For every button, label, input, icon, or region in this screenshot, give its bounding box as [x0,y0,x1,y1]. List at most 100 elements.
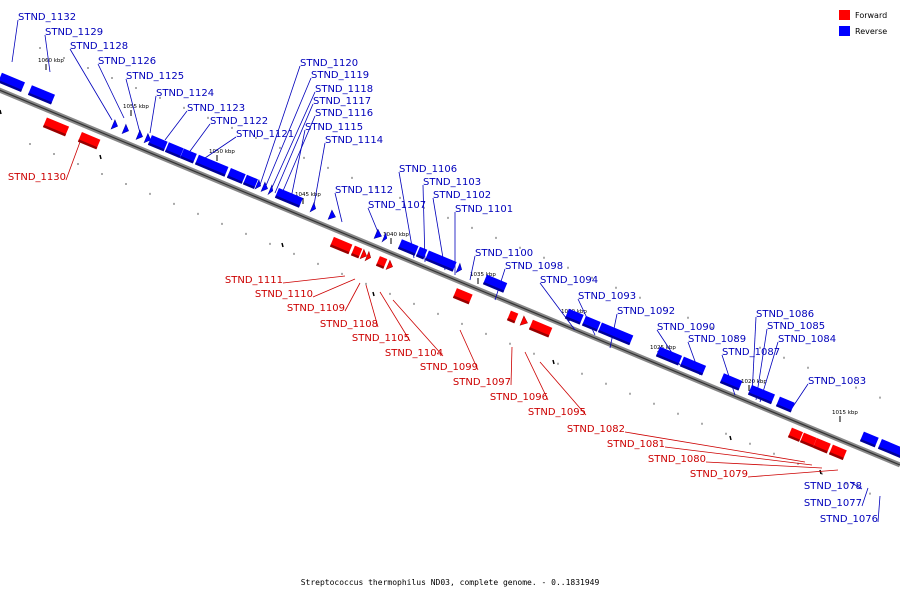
reverse-gene-label[interactable]: STND_1093 [578,291,636,302]
reverse-gene-label[interactable]: STND_1116 [315,108,373,119]
reverse-gene-feature[interactable] [415,246,428,260]
forward-gene-label[interactable]: STND_1111 [225,275,283,286]
forward-gene-feature[interactable] [350,245,363,259]
reverse-gene-feature[interactable] [719,373,743,391]
forward-gene-feature[interactable] [359,248,368,260]
reverse-gene-label[interactable]: STND_1120 [300,58,358,69]
reverse-gene-feature[interactable] [581,315,601,332]
forward-gene-label[interactable]: STND_1109 [287,303,345,314]
forward-gene-feature[interactable] [385,259,394,271]
reverse-gene-label[interactable]: STND_1122 [210,116,268,127]
forward-gene-label[interactable]: STND_1104 [385,348,443,359]
reverse-gene-label[interactable]: STND_1098 [505,261,563,272]
forward-gene-label[interactable]: STND_1081 [607,439,665,450]
forward-gene-feature[interactable] [452,288,473,305]
reverse-gene-feature[interactable] [397,239,419,256]
reverse-gene-feature[interactable] [424,250,457,272]
forward-gene-feature[interactable] [799,432,817,448]
reverse-gene-label[interactable]: STND_1107 [368,200,426,211]
reverse-gene-label[interactable]: STND_1121 [236,129,294,140]
reverse-gene-label[interactable]: STND_1077 [804,498,862,509]
forward-gene-label[interactable]: STND_1082 [567,424,625,435]
reverse-gene-feature[interactable] [267,184,275,196]
reverse-gene-label[interactable]: STND_1126 [98,56,156,67]
reverse-gene-feature[interactable] [381,231,389,243]
reverse-gene-feature[interactable] [27,85,56,105]
forward-gene-label[interactable]: STND_1130 [8,172,66,183]
forward-gene-label[interactable]: STND_1099 [420,362,478,373]
reverse-gene-feature[interactable] [679,356,707,376]
forward-gene-feature[interactable] [42,117,70,137]
reverse-gene-label[interactable]: STND_1086 [756,309,814,320]
reverse-gene-feature[interactable] [179,148,197,164]
reverse-gene-feature[interactable] [564,308,584,325]
forward-gene-feature[interactable] [828,444,847,461]
forward-gene-label[interactable]: STND_1079 [690,469,748,480]
reverse-gene-label[interactable]: STND_1117 [313,96,371,107]
reverse-gene-feature[interactable] [655,346,683,366]
reverse-gene-feature[interactable] [242,174,258,190]
forward-gene-label[interactable]: STND_1097 [453,377,511,388]
reverse-gene-feature[interactable] [373,228,383,241]
reverse-gene-label[interactable]: STND_1078 [804,481,862,492]
reverse-gene-label[interactable]: STND_1089 [688,334,746,345]
forward-gene-feature[interactable] [787,427,803,442]
reverse-gene-feature[interactable] [194,154,229,177]
reverse-gene-label[interactable]: STND_1092 [617,306,675,317]
reverse-gene-label[interactable]: STND_1084 [778,334,836,345]
forward-gene-feature[interactable] [506,310,519,324]
reverse-gene-label[interactable]: STND_1102 [433,190,491,201]
reverse-gene-feature[interactable] [147,135,168,152]
reverse-gene-feature[interactable] [164,142,184,159]
forward-gene-label[interactable]: STND_1096 [490,392,548,403]
reverse-gene-label[interactable]: STND_1124 [156,88,214,99]
reverse-gene-label[interactable]: STND_1085 [767,321,825,332]
reverse-gene-label[interactable]: STND_1103 [423,177,481,188]
reverse-gene-label[interactable]: STND_1076 [820,514,878,525]
reverse-gene-feature[interactable] [121,123,130,135]
reverse-gene-label[interactable]: STND_1112 [335,185,393,196]
reverse-gene-feature[interactable] [309,201,318,214]
reverse-gene-feature[interactable] [135,129,144,141]
reverse-gene-feature[interactable] [143,132,152,144]
reverse-gene-label[interactable]: STND_1087 [722,347,780,358]
forward-gene-feature[interactable] [329,236,353,255]
forward-gene-feature[interactable] [519,315,529,328]
reverse-gene-feature[interactable] [327,209,337,222]
reverse-gene-label[interactable]: STND_1115 [305,122,363,133]
forward-gene-label[interactable]: STND_1108 [320,319,378,330]
reverse-gene-feature[interactable] [274,188,303,208]
reverse-gene-feature[interactable] [254,178,263,191]
reverse-gene-feature[interactable] [877,439,900,458]
reverse-gene-label[interactable]: STND_1090 [657,322,715,333]
reverse-gene-label[interactable]: STND_1132 [18,12,76,23]
reverse-gene-label[interactable]: STND_1128 [70,41,128,52]
reverse-gene-label[interactable]: STND_1125 [126,71,184,82]
reverse-gene-feature[interactable] [859,431,879,448]
forward-gene-feature[interactable] [364,250,373,262]
reverse-gene-feature[interactable] [597,322,634,346]
reverse-gene-label[interactable]: STND_1083 [808,376,866,387]
reverse-gene-feature[interactable] [226,168,246,184]
forward-gene-label[interactable]: STND_1105 [352,333,410,344]
forward-gene-label[interactable]: STND_1110 [255,289,313,300]
reverse-gene-feature[interactable] [260,181,269,193]
reverse-gene-label[interactable]: STND_1123 [187,103,245,114]
reverse-gene-feature[interactable] [775,396,795,413]
reverse-gene-label[interactable]: STND_1114 [325,135,383,146]
reverse-gene-label[interactable]: STND_1119 [311,70,369,81]
forward-gene-label[interactable]: STND_1080 [648,454,706,465]
reverse-gene-label[interactable]: STND_1100 [475,248,533,259]
reverse-gene-feature[interactable] [110,119,119,131]
forward-gene-feature[interactable] [812,437,831,454]
reverse-gene-label[interactable]: STND_1129 [45,27,103,38]
reverse-gene-feature[interactable] [482,274,508,293]
reverse-gene-label[interactable]: STND_1101 [455,204,513,215]
reverse-gene-feature[interactable] [0,72,26,93]
forward-gene-feature[interactable] [77,132,101,150]
forward-gene-label[interactable]: STND_1095 [528,407,586,418]
reverse-gene-feature[interactable] [455,262,464,274]
forward-gene-feature[interactable] [528,319,553,338]
reverse-gene-label[interactable]: STND_1106 [399,164,457,175]
forward-gene-feature[interactable] [375,256,388,269]
